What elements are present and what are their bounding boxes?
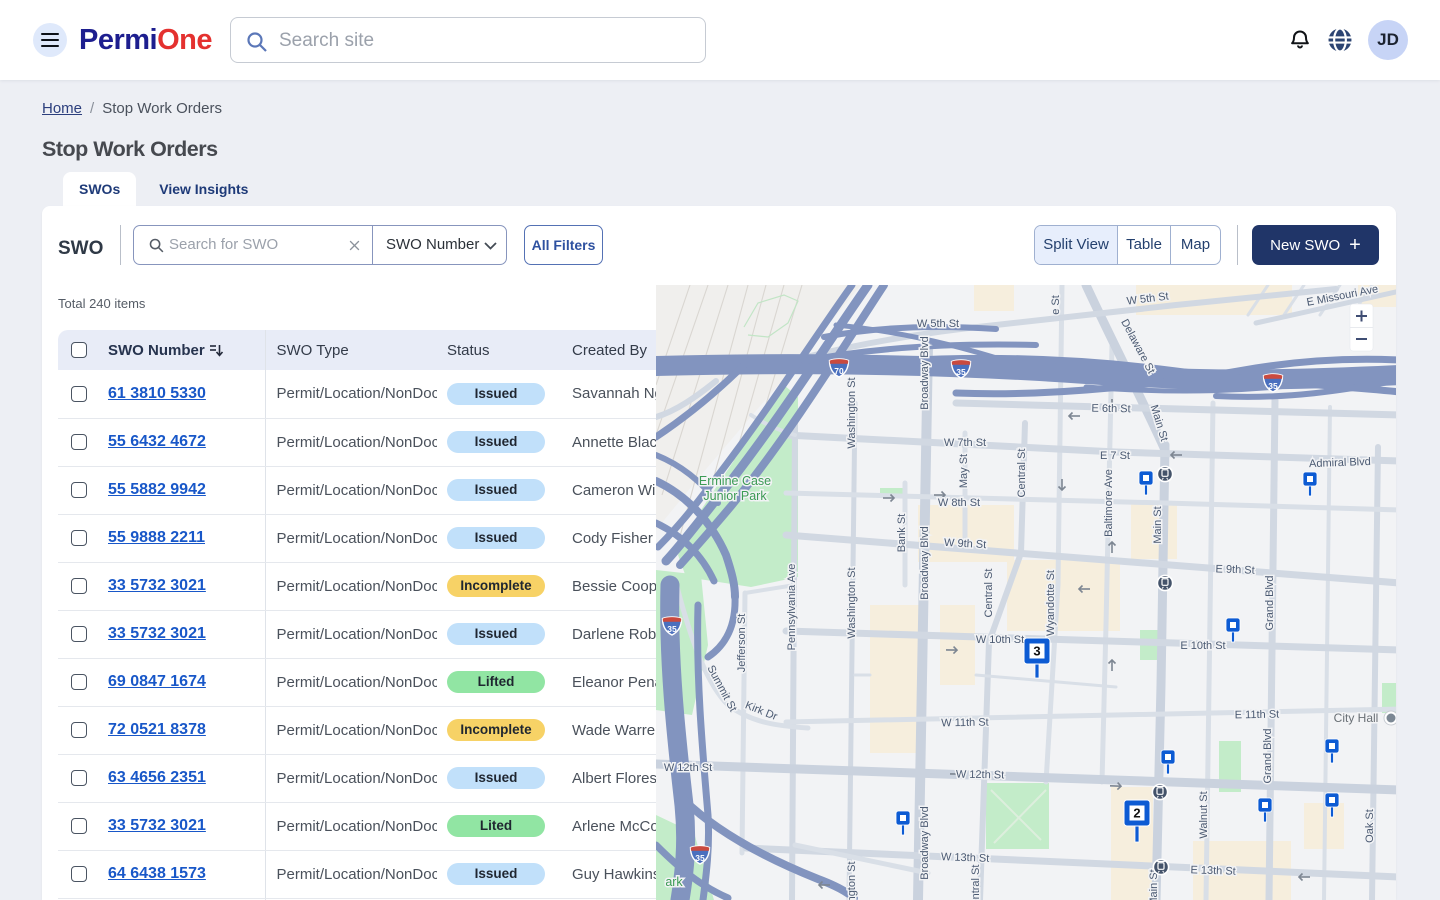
svg-text:May St: May St (958, 454, 970, 488)
svg-text:Oak St: Oak St (1364, 809, 1376, 843)
svg-text:Broadway Blvd: Broadway Blvd (919, 806, 931, 879)
svg-text:ark: ark (665, 875, 683, 889)
svg-text:70: 70 (834, 366, 844, 376)
svg-text:E 10th St: E 10th St (1180, 640, 1225, 652)
svg-text:2: 2 (1133, 806, 1140, 821)
svg-text:Main St: Main St (1148, 869, 1160, 900)
svg-text:W 7th St: W 7th St (944, 437, 986, 449)
svg-text:E 7 St: E 7 St (1100, 450, 1130, 462)
svg-text:Broadway Blvd: Broadway Blvd (919, 336, 931, 409)
svg-text:Central St: Central St (1016, 449, 1028, 498)
svg-text:Broadway Blvd: Broadway Blvd (919, 526, 931, 599)
svg-text:35: 35 (1268, 381, 1278, 391)
svg-text:Junior Park: Junior Park (703, 489, 767, 503)
svg-text:Washington St: Washington St (846, 377, 858, 448)
svg-text:Main St: Main St (1152, 506, 1164, 543)
svg-text:Washington St: Washington St (846, 861, 858, 900)
svg-text:3: 3 (1033, 644, 1040, 659)
svg-text:35: 35 (956, 367, 966, 377)
svg-text:Washington St: Washington St (846, 567, 858, 638)
svg-text:Grand Blvd: Grand Blvd (1262, 728, 1274, 783)
svg-text:e St: e St (1050, 295, 1062, 315)
svg-text:W 12th St: W 12th St (664, 762, 712, 774)
svg-text:W 8th St: W 8th St (938, 497, 980, 509)
svg-text:W 10th St: W 10th St (976, 634, 1024, 646)
svg-text:W 12th St: W 12th St (956, 769, 1004, 782)
svg-text:E 9th St: E 9th St (1215, 563, 1255, 576)
svg-text:City Hall: City Hall (1334, 711, 1379, 725)
svg-text:Wyandotte St: Wyandotte St (1045, 570, 1057, 636)
svg-text:E 13th St: E 13th St (1190, 864, 1236, 878)
svg-text:35: 35 (667, 624, 677, 634)
svg-text:W 9th St: W 9th St (944, 537, 987, 551)
svg-text:W 5th St: W 5th St (917, 318, 959, 330)
svg-text:Grand Blvd: Grand Blvd (1264, 575, 1276, 630)
svg-text:Bank St: Bank St (896, 514, 908, 553)
svg-text:E 6th St: E 6th St (1091, 403, 1130, 416)
svg-text:Ermine Case: Ermine Case (699, 474, 771, 488)
svg-text:W 11th St: W 11th St (941, 717, 989, 730)
svg-text:Baltimore Ave: Baltimore Ave (1103, 469, 1115, 537)
svg-text:Walnut St: Walnut St (1198, 791, 1210, 838)
svg-text:35: 35 (695, 853, 705, 863)
svg-text:Central St: Central St (983, 569, 995, 618)
svg-text:Jefferson St: Jefferson St (736, 614, 748, 673)
svg-text:Admiral Blvd: Admiral Blvd (1309, 456, 1371, 470)
svg-text:E 11th St: E 11th St (1235, 709, 1280, 722)
svg-text:Pennsylvania Ave: Pennsylvania Ave (786, 564, 798, 651)
svg-text:Central St: Central St (970, 865, 982, 900)
svg-text:W 13th St: W 13th St (941, 851, 990, 865)
